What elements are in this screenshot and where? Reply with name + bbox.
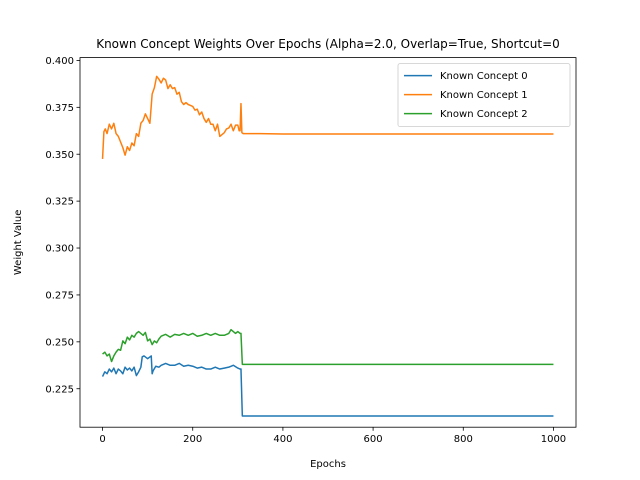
y-tick-label: 0.300 <box>45 244 74 255</box>
x-tick-label: 200 <box>183 434 202 445</box>
x-tick-label: 600 <box>364 434 383 445</box>
y-tick-label: 0.250 <box>45 337 74 348</box>
legend-label-known-concept-0: Known Concept 0 <box>440 71 528 82</box>
series-line-known-concept-1 <box>101 75 554 159</box>
x-tick-label: 400 <box>273 434 292 445</box>
y-axis-label: Weight Value <box>13 210 24 275</box>
series-layer <box>101 75 554 417</box>
chart-title: Known Concept Weights Over Epochs (Alpha… <box>96 37 560 51</box>
y-tick-label: 0.375 <box>45 103 74 114</box>
legend: Known Concept 0 Known Concept 1 Known Conc… <box>397 63 571 127</box>
x-axis-label: Epochs <box>310 459 346 470</box>
y-tick-label: 0.275 <box>45 291 74 302</box>
x-axis-ticks: 0 200 400 600 800 1000 <box>99 427 566 445</box>
x-tick-label: 1000 <box>541 434 566 445</box>
y-tick-label: 0.400 <box>45 56 74 67</box>
y-tick-label: 0.225 <box>45 384 74 395</box>
y-axis-ticks: 0.225 0.250 0.275 0.300 0.325 0.350 0.375 0.400 <box>45 56 80 395</box>
legend-label-known-concept-2: Known Concept 2 <box>440 109 528 120</box>
series-line-known-concept-2 <box>102 328 554 366</box>
x-tick-label: 800 <box>454 434 473 445</box>
legend-box <box>397 63 571 127</box>
plot-frame <box>79 57 577 428</box>
y-tick-label: 0.325 <box>45 197 74 208</box>
legend-label-known-concept-1: Known Concept 1 <box>440 90 528 101</box>
y-tick-label: 0.350 <box>45 150 74 161</box>
x-tick-label: 0 <box>99 434 105 445</box>
series-line-known-concept-0 <box>101 355 554 417</box>
